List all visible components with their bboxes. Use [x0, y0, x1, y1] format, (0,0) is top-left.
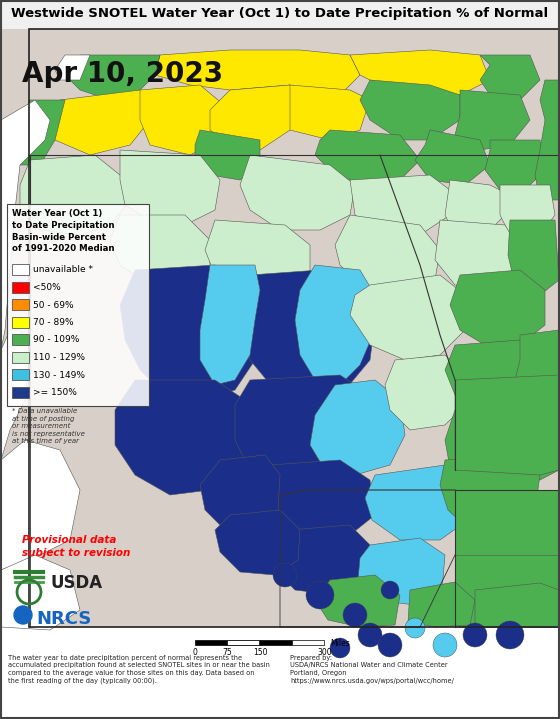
Circle shape	[463, 623, 487, 647]
Bar	[29, 29, 559, 627]
Circle shape	[381, 581, 399, 599]
Bar	[12, 299, 29, 310]
Bar	[1, 1, 559, 29]
Polygon shape	[315, 130, 420, 185]
Polygon shape	[115, 380, 255, 495]
Text: Prepared by:
USDA/NRCS National Water and Climate Center
Portland, Oregon
https:: Prepared by: USDA/NRCS National Water an…	[290, 655, 454, 684]
Circle shape	[378, 633, 402, 657]
Text: 130 - 149%: 130 - 149%	[33, 370, 85, 380]
Text: >= 150%: >= 150%	[33, 388, 77, 397]
Bar	[292, 640, 324, 645]
Text: The water year to date precipitation percent of normal represents the
accumulate: The water year to date precipitation per…	[8, 655, 270, 684]
Polygon shape	[455, 555, 559, 627]
Polygon shape	[260, 460, 375, 540]
Bar	[227, 640, 259, 645]
Circle shape	[343, 603, 367, 627]
Text: Apr 10, 2023: Apr 10, 2023	[22, 60, 223, 88]
Polygon shape	[210, 85, 290, 150]
Text: 50 - 69%: 50 - 69%	[33, 301, 73, 309]
Polygon shape	[120, 150, 220, 225]
Polygon shape	[1, 100, 50, 350]
Circle shape	[496, 621, 524, 649]
Circle shape	[306, 581, 334, 609]
Bar	[12, 334, 29, 345]
Polygon shape	[480, 55, 540, 100]
Polygon shape	[475, 583, 559, 627]
Polygon shape	[240, 270, 375, 400]
Polygon shape	[295, 265, 375, 385]
Text: Water Year (Oct 1)
to Date Precipitation
Basin-wide Percent
of 1991-2020 Median: Water Year (Oct 1) to Date Precipitation…	[12, 209, 114, 253]
Polygon shape	[65, 55, 160, 100]
Polygon shape	[215, 510, 300, 575]
Polygon shape	[55, 55, 90, 80]
Polygon shape	[310, 380, 405, 475]
Polygon shape	[485, 140, 545, 190]
Polygon shape	[440, 455, 540, 530]
Polygon shape	[315, 575, 400, 627]
Polygon shape	[350, 175, 450, 235]
Text: 150: 150	[253, 648, 267, 657]
Text: * Data unavailable
at time of posting
or measurement
is not representative
at th: * Data unavailable at time of posting or…	[12, 408, 85, 444]
Polygon shape	[365, 465, 470, 540]
Bar	[12, 369, 29, 380]
Polygon shape	[45, 90, 150, 155]
Text: <50%: <50%	[33, 283, 60, 292]
Polygon shape	[455, 490, 559, 560]
Circle shape	[330, 638, 350, 658]
Bar	[260, 640, 292, 645]
Polygon shape	[445, 405, 545, 490]
Polygon shape	[20, 155, 130, 235]
Polygon shape	[155, 50, 360, 95]
Text: Westwide SNOTEL Water Year (Oct 1) to Date Precipitation % of Normal: Westwide SNOTEL Water Year (Oct 1) to Da…	[11, 7, 549, 21]
Polygon shape	[200, 265, 260, 385]
Circle shape	[433, 633, 457, 657]
Bar	[12, 352, 29, 362]
Polygon shape	[360, 80, 460, 140]
Polygon shape	[270, 85, 370, 140]
Polygon shape	[508, 220, 559, 295]
Text: 90 - 109%: 90 - 109%	[33, 336, 80, 344]
Circle shape	[273, 563, 297, 587]
Polygon shape	[385, 355, 465, 430]
Bar	[12, 316, 29, 327]
Polygon shape	[358, 538, 445, 605]
Polygon shape	[1, 440, 80, 570]
Polygon shape	[408, 582, 475, 627]
Polygon shape	[455, 375, 559, 475]
Polygon shape	[200, 455, 280, 530]
Bar	[195, 640, 260, 645]
Polygon shape	[272, 525, 370, 595]
Polygon shape	[450, 270, 545, 345]
Polygon shape	[110, 215, 210, 290]
Text: USDA: USDA	[50, 574, 102, 592]
Text: 75: 75	[223, 648, 232, 657]
Polygon shape	[140, 85, 230, 155]
Polygon shape	[500, 185, 555, 235]
Bar	[1, 29, 559, 627]
Text: 70 - 89%: 70 - 89%	[33, 318, 73, 327]
Bar	[12, 387, 29, 398]
Polygon shape	[350, 50, 490, 95]
Polygon shape	[510, 390, 559, 480]
Polygon shape	[335, 215, 440, 295]
Text: unavailable *: unavailable *	[33, 265, 93, 275]
Circle shape	[14, 606, 32, 624]
Text: 110 - 129%: 110 - 129%	[33, 353, 85, 362]
Text: Provisional data
subject to revision: Provisional data subject to revision	[22, 535, 130, 558]
Bar	[12, 282, 29, 293]
Polygon shape	[350, 275, 465, 360]
Polygon shape	[15, 100, 65, 165]
Circle shape	[358, 623, 382, 647]
Polygon shape	[195, 130, 260, 180]
Polygon shape	[1, 330, 30, 460]
Text: Miles: Miles	[330, 638, 350, 648]
Polygon shape	[1, 555, 80, 630]
Polygon shape	[240, 155, 355, 230]
Polygon shape	[235, 375, 380, 490]
Polygon shape	[120, 265, 260, 400]
Polygon shape	[535, 80, 559, 200]
Text: NRCS: NRCS	[36, 610, 91, 628]
Polygon shape	[435, 220, 520, 290]
FancyBboxPatch shape	[7, 204, 149, 406]
Circle shape	[405, 618, 425, 638]
